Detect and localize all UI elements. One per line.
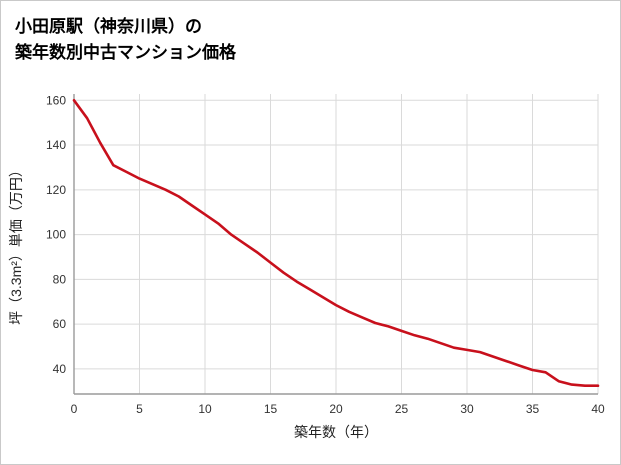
y-tick-label: 140 <box>46 138 66 152</box>
y-tick-label: 60 <box>53 317 67 331</box>
x-tick-label: 30 <box>460 402 474 416</box>
x-tick-label: 15 <box>264 402 278 416</box>
chart-title-line2: 築年数別中古マンション価格 <box>15 43 236 63</box>
x-tick-label: 35 <box>526 402 540 416</box>
x-tick-label: 0 <box>71 402 78 416</box>
x-tick-label: 20 <box>329 402 343 416</box>
chart-title-line1: 小田原駅（神奈川県）の <box>15 17 202 36</box>
x-axis-tick-labels: 0 5 10 15 20 25 30 35 40 <box>71 402 605 416</box>
y-axis-label: 坪（3.3m²）単価（万円） <box>8 163 24 325</box>
axes <box>73 94 598 395</box>
x-axis-label: 築年数（年） <box>294 424 378 440</box>
y-tick-label: 120 <box>46 183 66 197</box>
price-line-series <box>72 98 600 388</box>
y-axis-tick-labels: 40 60 80 100 120 140 160 <box>46 93 66 376</box>
chart-area: 0 5 10 15 20 25 30 35 40 40 60 80 100 120 140 160 築年数（… <box>1 79 620 464</box>
x-tick-label: 10 <box>198 402 212 416</box>
x-tick-label: 25 <box>395 402 409 416</box>
chart-title: 小田原駅（神奈川県）の 築年数別中古マンション価格 <box>1 1 620 67</box>
y-tick-label: 80 <box>53 272 67 286</box>
y-tick-label: 40 <box>53 362 67 376</box>
y-tick-label: 160 <box>46 93 66 107</box>
y-tick-label: 100 <box>46 228 66 242</box>
x-tick-label: 40 <box>591 402 605 416</box>
x-tick-label: 5 <box>136 402 143 416</box>
line-chart: 0 5 10 15 20 25 30 35 40 40 60 80 100 120 140 160 築年数（… <box>8 93 605 440</box>
grid-lines <box>74 94 599 394</box>
